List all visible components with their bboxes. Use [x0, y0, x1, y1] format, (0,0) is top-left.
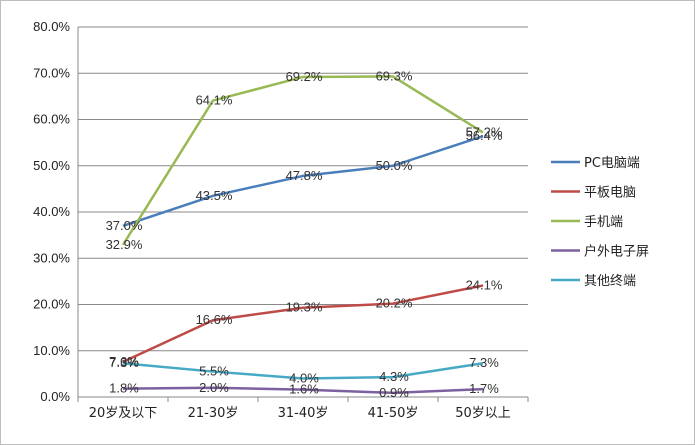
data-label: 7.6% [109, 354, 139, 369]
data-label: 20.2% [376, 296, 413, 311]
data-label: 64.1% [196, 93, 233, 108]
series-line [122, 386, 484, 395]
y-tick-label: 60.0% [33, 112, 70, 127]
x-tick-label: 31-40岁 [278, 406, 329, 421]
data-label: 4.3% [379, 369, 409, 384]
series-line [122, 134, 484, 228]
data-label: 16.6% [196, 312, 233, 327]
data-label: 24.1% [466, 278, 503, 293]
data-label: 1.8% [109, 381, 139, 396]
data-label: 56.4% [466, 128, 503, 143]
series-line [122, 361, 484, 380]
data-label: 19.3% [286, 300, 323, 315]
data-label: 5.5% [199, 364, 229, 379]
y-tick-label: 10.0% [33, 343, 70, 358]
data-label: 50.0% [376, 158, 413, 173]
legend-label: 平板电脑 [584, 186, 636, 201]
data-label: 0.9% [379, 385, 409, 400]
y-tick-label: 20.0% [33, 297, 70, 312]
x-tick-label: 21-30岁 [188, 406, 239, 421]
data-label: 69.3% [376, 68, 413, 83]
legend-label: 户外电子屏 [584, 244, 649, 260]
data-label: 7.3% [109, 355, 139, 370]
data-label: 43.5% [196, 188, 233, 203]
data-label: 69.2% [286, 69, 323, 84]
data-label: 37.0% [106, 218, 143, 233]
x-tick-label: 20岁及以下 [89, 406, 158, 421]
legend-label: PC电脑端 [584, 156, 640, 171]
y-tick-label: 30.0% [33, 250, 70, 265]
data-label: 57.2% [466, 124, 503, 139]
y-tick-label: 70.0% [33, 65, 70, 80]
legend-label: 手机端 [584, 215, 623, 230]
data-label: 7.3% [469, 355, 499, 370]
x-tick-label: 41-50岁 [368, 406, 419, 421]
data-label: 2.0% [199, 380, 229, 395]
series-line [121, 75, 484, 246]
data-label: 47.8% [286, 168, 323, 183]
series-line [122, 284, 484, 363]
data-label: 1.6% [289, 382, 319, 397]
data-label: 4.0% [289, 371, 319, 386]
y-tick-label: 40.0% [33, 204, 70, 219]
legend-label: 其他终端 [584, 273, 636, 289]
y-tick-label: 0.0% [40, 389, 70, 404]
y-tick-label: 80.0% [33, 19, 70, 34]
x-tick-label: 50岁以上 [455, 406, 511, 421]
y-tick-label: 50.0% [33, 158, 70, 173]
data-label: 32.9% [106, 237, 143, 252]
data-label: 1.7% [469, 381, 499, 396]
